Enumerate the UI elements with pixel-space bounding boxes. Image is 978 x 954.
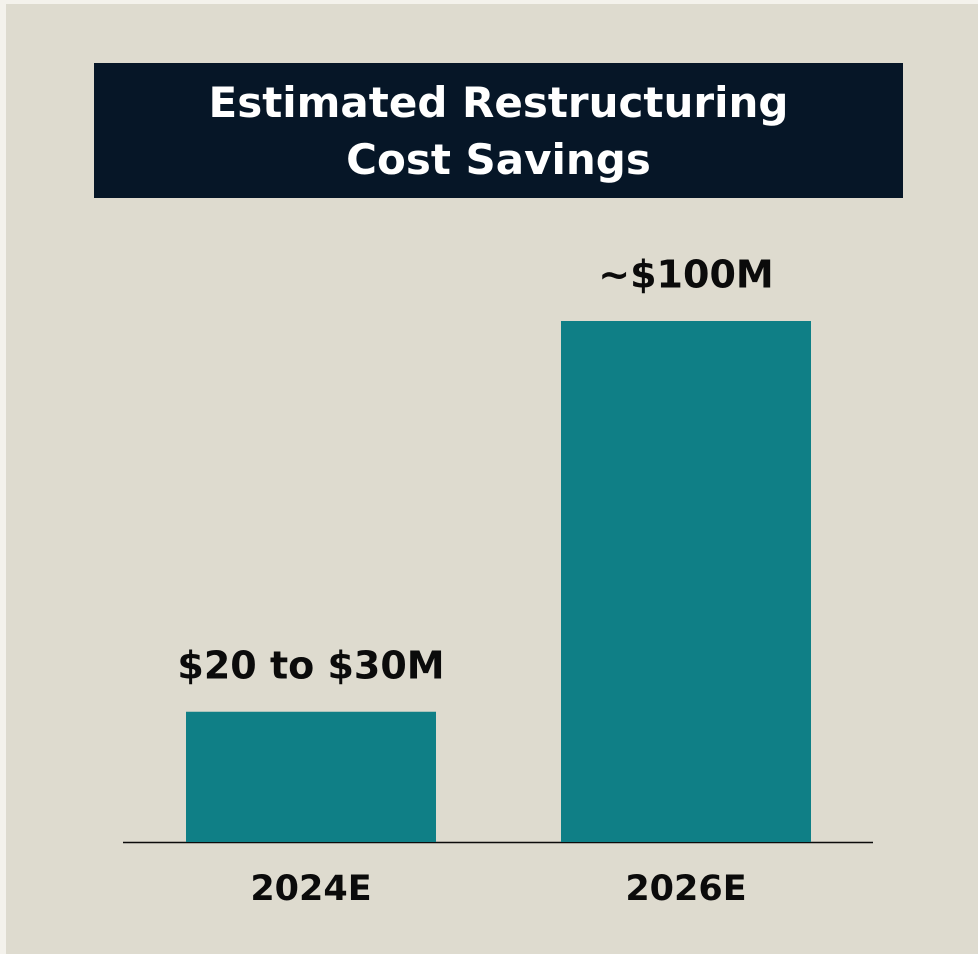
- x-tick-label: 2024E: [250, 869, 371, 909]
- bar: [186, 711, 436, 842]
- chart-title: Estimated Restructuring Cost Savings: [208, 77, 789, 184]
- value-label: ~$100M: [598, 253, 773, 297]
- value-label: $20 to $30M: [177, 643, 444, 687]
- x-tick-label: 2026E: [625, 869, 746, 909]
- title-banner: Estimated Restructuring Cost Savings: [94, 63, 903, 198]
- bar: [561, 321, 811, 842]
